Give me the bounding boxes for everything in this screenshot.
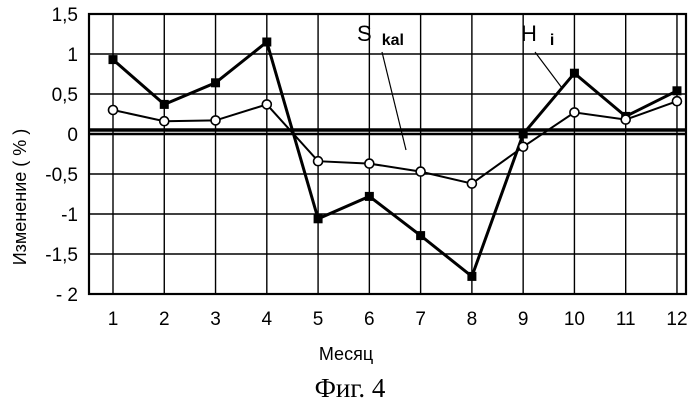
plot-frame xyxy=(89,14,686,294)
series-point-circle xyxy=(519,142,528,151)
series-point-circle xyxy=(570,108,579,117)
series-label-skal-main: S xyxy=(357,21,372,46)
series-label-skal: S kal xyxy=(357,21,404,49)
series-label-hi-main: H xyxy=(521,21,537,46)
plot-border xyxy=(89,14,686,294)
series-point-square xyxy=(672,86,681,95)
series-group xyxy=(109,38,682,281)
figure-caption: Фиг. 4 xyxy=(315,373,386,403)
x-tick-labels: 123456789101112 xyxy=(108,309,688,330)
series-label-hi: H i xyxy=(521,21,554,49)
x-tick-label: 4 xyxy=(262,309,273,330)
y-tick-label: 1,5 xyxy=(52,5,78,26)
y-tick-label: -1 xyxy=(61,205,78,226)
series-point-circle xyxy=(211,116,220,125)
y-tick-label: -1,5 xyxy=(45,245,78,266)
series-point-circle xyxy=(416,167,425,176)
series-point-circle xyxy=(621,115,630,124)
series-label-hi-sub: i xyxy=(550,32,554,49)
x-tick-label: 10 xyxy=(564,309,585,330)
series-point-square xyxy=(160,100,169,109)
x-tick-label: 12 xyxy=(666,309,687,330)
series-point-square xyxy=(314,214,323,223)
x-tick-label: 5 xyxy=(313,309,324,330)
y-axis-label: Изменение ( % ) xyxy=(10,129,30,266)
series-point-square xyxy=(365,192,374,201)
x-tick-label: 7 xyxy=(415,309,426,330)
series-point-square xyxy=(519,130,528,139)
series-point-square xyxy=(262,38,271,47)
series-point-circle xyxy=(262,100,271,109)
series-line-0 xyxy=(113,42,677,276)
series-point-circle xyxy=(672,97,681,106)
y-tick-label: 0 xyxy=(67,125,78,146)
x-tick-label: 2 xyxy=(159,309,170,330)
leader-line-hi xyxy=(535,52,562,88)
x-tick-label: 9 xyxy=(518,309,529,330)
x-tick-label: 3 xyxy=(210,309,221,330)
x-tick-label: 8 xyxy=(467,309,478,330)
y-tick-label: 0,5 xyxy=(52,85,78,106)
series-point-circle xyxy=(109,106,118,115)
series-point-circle xyxy=(467,179,476,188)
series-point-circle xyxy=(160,117,169,126)
y-tick-label: 1 xyxy=(67,45,78,66)
series-point-circle xyxy=(365,159,374,168)
y-tick-labels: 1,5 1 0,5 0 -0,5 -1 -1,5 - 2 xyxy=(45,5,78,306)
x-tick-label: 1 xyxy=(108,309,119,330)
series-line-1 xyxy=(113,101,677,183)
series-label-skal-sub: kal xyxy=(382,32,404,49)
series-point-square xyxy=(570,69,579,78)
x-tick-label: 6 xyxy=(364,309,375,330)
series-point-circle xyxy=(314,157,323,166)
y-tick-label: - 2 xyxy=(56,285,78,306)
series-point-square xyxy=(109,55,118,64)
y-tick-label: -0,5 xyxy=(45,165,78,186)
grid-lines xyxy=(89,14,686,294)
x-axis-label: Месяц xyxy=(319,344,373,364)
series-point-square xyxy=(211,78,220,87)
x-tick-label: 11 xyxy=(616,309,636,330)
series-point-square xyxy=(416,231,425,240)
series-point-square xyxy=(467,272,476,281)
